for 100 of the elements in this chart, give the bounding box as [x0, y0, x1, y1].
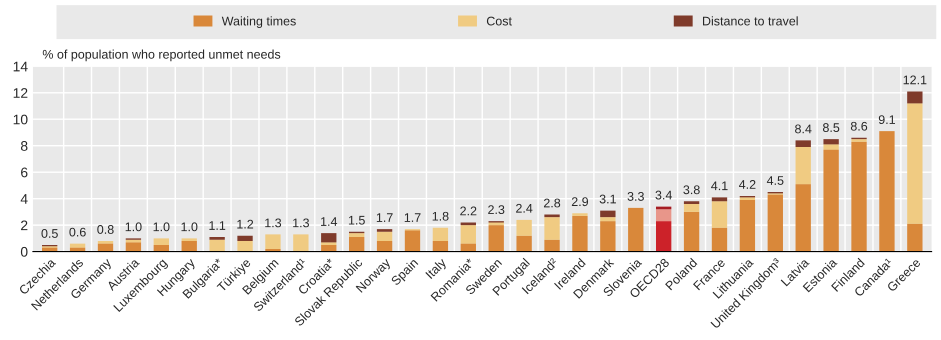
bar	[237, 241, 253, 252]
bar	[126, 240, 142, 242]
total-label: 1.3	[265, 218, 282, 228]
y-axis-title: % of population who reported unmet needs	[42, 50, 280, 62]
total-label: 1.4	[321, 217, 338, 226]
bar	[656, 206, 672, 210]
y-tick-label: 12	[14, 88, 28, 98]
bar	[182, 238, 197, 242]
total-label: 8.5	[822, 123, 840, 132]
y-tick-label: 6	[21, 168, 28, 178]
bar	[684, 201, 700, 204]
total-label: 4.2	[738, 180, 756, 189]
total-label: 2.4	[516, 204, 532, 213]
bar	[376, 229, 392, 232]
bar	[404, 230, 420, 252]
bar	[376, 241, 392, 252]
total-label: 4.5	[766, 176, 784, 185]
bar	[600, 210, 616, 218]
bar	[544, 214, 560, 218]
bar	[572, 213, 588, 216]
total-label: 3.4	[655, 190, 672, 200]
bar	[209, 237, 225, 240]
bar	[600, 217, 616, 222]
legend-label: Waiting times	[222, 16, 296, 28]
bar	[349, 233, 364, 238]
bar	[321, 233, 336, 242]
bar	[796, 147, 811, 184]
total-label: 0.5	[41, 229, 58, 238]
bar	[209, 240, 225, 252]
bar	[628, 208, 644, 252]
bar	[684, 204, 700, 212]
total-label: 1.5	[348, 216, 365, 225]
bar	[488, 225, 504, 252]
bar	[823, 144, 839, 150]
bar	[823, 139, 839, 144]
bar	[460, 222, 476, 226]
total-label: 3.1	[600, 194, 616, 204]
y-tick-label: 10	[14, 114, 28, 124]
total-label: 1.8	[432, 212, 449, 221]
bar	[293, 234, 309, 252]
total-label: 2.8	[544, 198, 560, 208]
total-label: 1.0	[126, 222, 142, 232]
bar	[154, 238, 169, 245]
bar	[740, 200, 756, 252]
total-label: 2.3	[488, 205, 504, 214]
legend-label: Cost	[486, 16, 512, 26]
bar	[544, 217, 560, 240]
y-tick-label: 8	[20, 141, 28, 151]
total-label: 1.1	[209, 221, 226, 230]
bar	[712, 228, 728, 252]
bar	[684, 212, 700, 252]
bar	[600, 221, 616, 252]
bar	[712, 197, 728, 202]
y-tick-label: 0	[20, 246, 28, 257]
total-label: 1.0	[154, 222, 170, 232]
bar	[516, 220, 532, 236]
bar	[907, 224, 923, 252]
bar	[265, 234, 281, 249]
bar	[321, 244, 336, 252]
bar	[907, 103, 923, 224]
bar	[321, 242, 336, 245]
bar	[98, 244, 114, 252]
bar	[70, 244, 86, 248]
total-label: 0.6	[69, 228, 86, 237]
bar	[823, 150, 839, 252]
total-label: 8.4	[795, 124, 812, 134]
bar	[432, 228, 448, 242]
bar	[879, 131, 895, 252]
bar	[544, 240, 560, 252]
bar	[237, 236, 253, 242]
y-tick-label: 2	[21, 220, 28, 230]
total-label: 1.2	[237, 220, 254, 228]
total-label: 4.1	[711, 182, 728, 190]
y-tick-label: 4	[20, 194, 28, 204]
bar	[460, 225, 476, 244]
total-label: 1.0	[181, 222, 198, 232]
bar	[98, 241, 114, 244]
total-label: 12.1	[904, 75, 926, 84]
bar	[796, 184, 811, 252]
total-label: 1.3	[293, 218, 309, 228]
bar	[740, 197, 756, 200]
bar	[768, 194, 783, 252]
total-label: 2.2	[460, 206, 476, 216]
bar	[182, 241, 197, 252]
total-label: 0.8	[97, 225, 114, 234]
bar	[349, 237, 364, 252]
total-label: 8.6	[850, 122, 868, 131]
bar	[656, 221, 672, 252]
bar	[126, 242, 142, 252]
total-label: 9.1	[878, 115, 896, 124]
y-tick-label: 14	[14, 62, 28, 72]
bar	[516, 236, 532, 252]
total-label: 2.9	[572, 197, 588, 206]
bar	[712, 201, 728, 228]
total-label: 1.7	[376, 213, 393, 222]
bar	[572, 216, 588, 252]
total-label: 3.3	[628, 192, 644, 201]
bar	[376, 232, 392, 242]
bar	[851, 142, 867, 252]
bar	[460, 244, 476, 252]
